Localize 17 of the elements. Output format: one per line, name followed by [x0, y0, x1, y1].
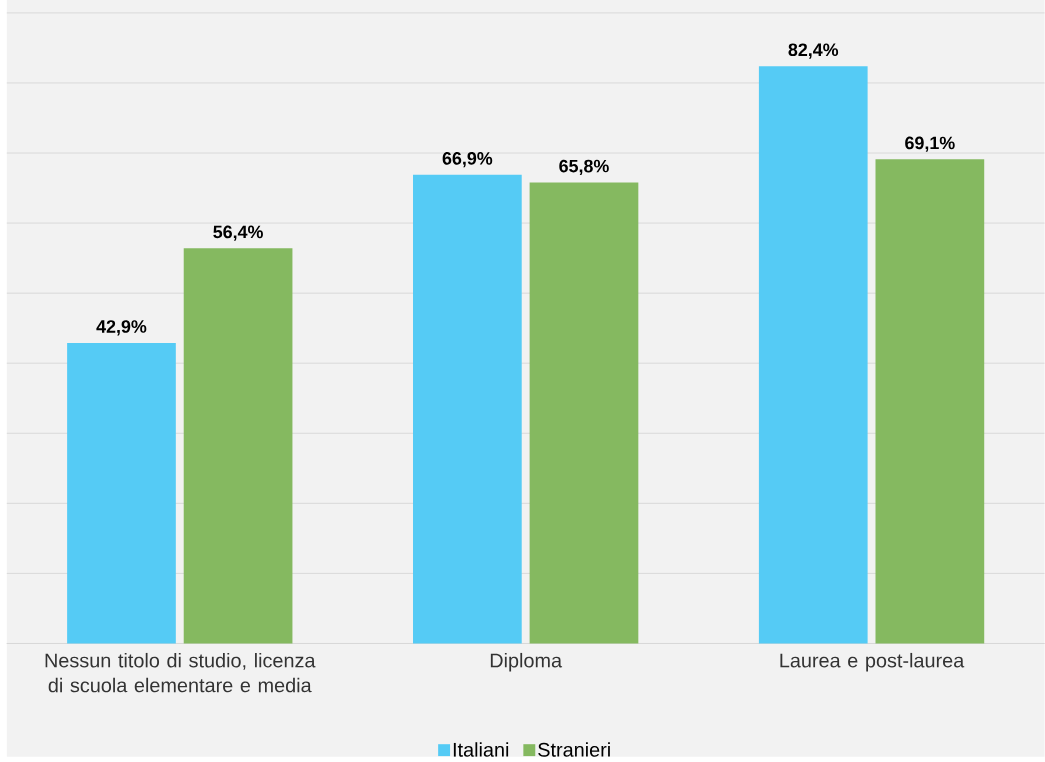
data-label: 42,9%: [96, 320, 147, 336]
data-label: 66,9%: [442, 151, 493, 168]
data-label: 82,4%: [788, 43, 839, 59]
bar: [875, 159, 985, 644]
data-label: 65,8%: [559, 159, 609, 175]
bar: [758, 66, 868, 644]
data-label: 56,4%: [213, 225, 263, 241]
x-tick-label: Laurea e post-laurea: [780, 652, 965, 672]
x-tick-label: Nessun titolo di studio, licenza di scuola elementare e media: [45, 652, 316, 693]
bar: [413, 174, 522, 644]
bar: [183, 248, 293, 644]
legend-label: Italiani: [453, 742, 509, 757]
legend-label: Stranieri: [538, 742, 610, 757]
data-label: 69,1%: [905, 136, 955, 152]
bar: [529, 182, 639, 644]
bar: [67, 342, 176, 644]
x-tick-label: Diploma: [490, 652, 563, 672]
